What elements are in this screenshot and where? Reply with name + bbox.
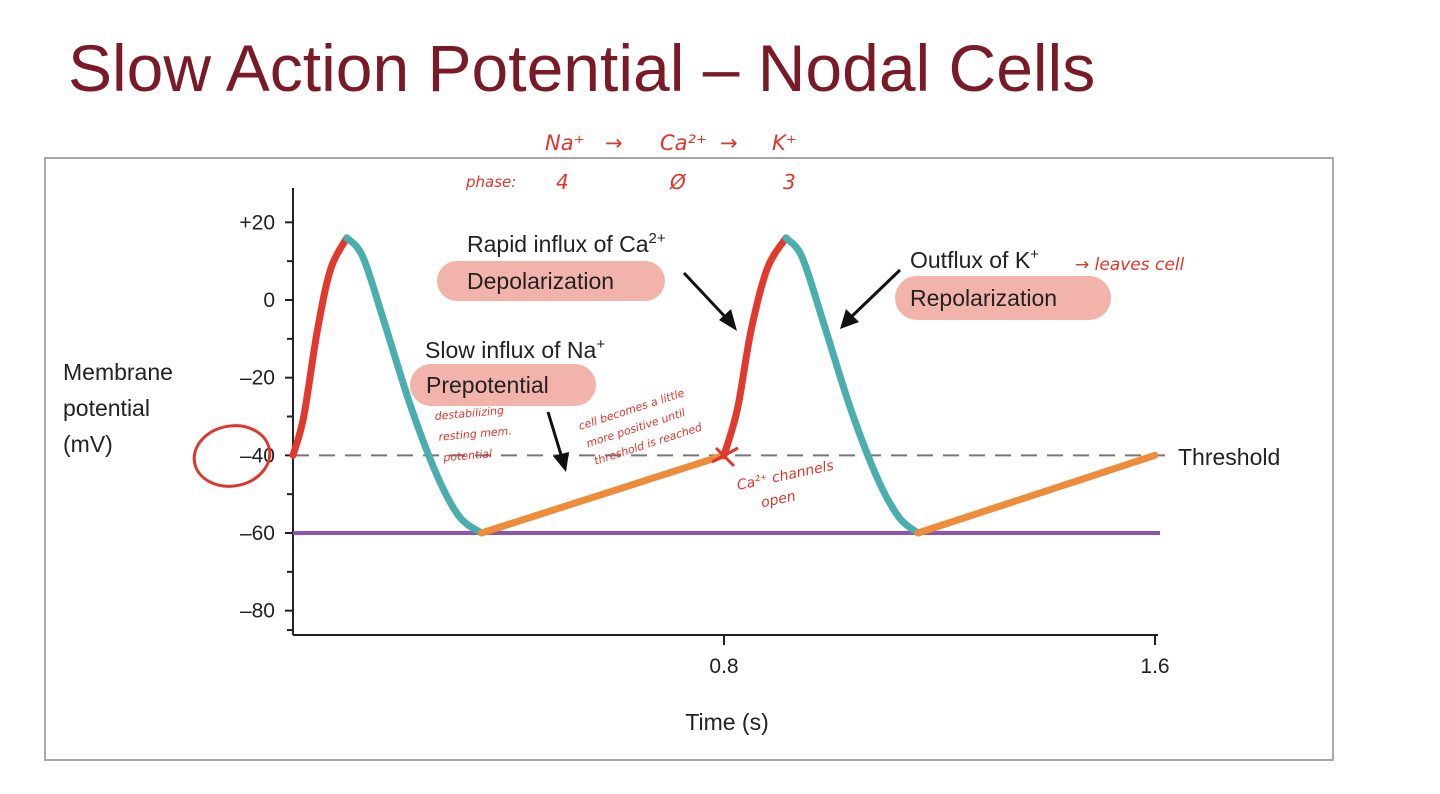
hand-ca-channels: Ca²⁺ channels open bbox=[736, 457, 845, 516]
axes: +20 0 –20 –40 –60 –80 0.8 1.6 bbox=[239, 188, 1170, 678]
arrowhead-icon bbox=[719, 309, 737, 331]
depolarization-annotation: Rapid influx of Ca2+ Depolarization bbox=[437, 230, 737, 331]
y-tick-label: +20 bbox=[239, 211, 275, 234]
repolarization-label: Repolarization bbox=[910, 285, 1057, 311]
x-tick-label: 1.6 bbox=[1140, 655, 1169, 678]
repolarization-caption: Outflux of K+ bbox=[910, 246, 1039, 273]
hand-phase-numbers: 4 Ø 3 bbox=[556, 170, 796, 194]
arrow-icon bbox=[546, 411, 564, 459]
repolarization-annotation: Outflux of K+ Repolarization bbox=[840, 246, 1111, 329]
prepotential-highlight bbox=[410, 364, 596, 406]
reference-lines bbox=[293, 454, 1165, 535]
depolarization-segment bbox=[289, 234, 351, 459]
arrowhead-icon bbox=[553, 452, 569, 472]
repolarization-highlight bbox=[895, 276, 1111, 320]
depolarization-label: Depolarization bbox=[467, 268, 614, 294]
y-tick-label: –40 bbox=[240, 444, 275, 467]
prepotential-caption: Slow influx of Na+ bbox=[425, 336, 605, 363]
repolarization-segment bbox=[782, 234, 922, 537]
y-tick-label: –60 bbox=[240, 522, 275, 545]
arrowhead-icon bbox=[840, 309, 859, 329]
prepotential-annotation: Slow influx of Na+ Prepotential bbox=[410, 336, 605, 472]
hand-star-mark bbox=[711, 446, 739, 468]
y-tick-label: –20 bbox=[240, 367, 275, 390]
threshold-label: Threshold bbox=[1178, 444, 1280, 470]
x-tick-label: 0.8 bbox=[709, 655, 738, 678]
prepotential-label: Prepotential bbox=[426, 372, 549, 398]
prepotential-segment bbox=[914, 451, 1159, 537]
chart-frame bbox=[44, 157, 1334, 761]
y-tick-label: –80 bbox=[240, 600, 275, 623]
y-tick-label: 0 bbox=[263, 289, 275, 312]
circled-minus-40 bbox=[192, 424, 272, 488]
hand-phase-label: phase: bbox=[465, 173, 516, 191]
y-axis-label: Membrane potential (mV) bbox=[63, 359, 173, 457]
x-axis-label: Time (s) bbox=[685, 709, 768, 735]
prepotential-segment bbox=[478, 451, 728, 537]
depolarization-highlight bbox=[437, 261, 665, 301]
arrow-icon bbox=[682, 271, 732, 324]
hand-destabilizing: destabilizing resting mem. potential bbox=[434, 403, 518, 465]
arrow-icon bbox=[846, 268, 902, 322]
slide-title: Slow Action Potential – Nodal Cells bbox=[68, 31, 1096, 105]
repolarization-segment bbox=[343, 234, 486, 537]
depolarization-caption: Rapid influx of Ca2+ bbox=[467, 230, 666, 257]
hand-leaves-cell: → leaves cell bbox=[1075, 255, 1185, 275]
handwritten-notes: Na⁺ → Ca²⁺ → K⁺ phase: 4 Ø 3 → leaves ce… bbox=[434, 131, 1185, 516]
potential-curve bbox=[289, 234, 1159, 537]
hand-ion-sequence: Na⁺ → Ca²⁺ → K⁺ bbox=[545, 131, 797, 155]
depolarization-segment bbox=[720, 234, 790, 459]
